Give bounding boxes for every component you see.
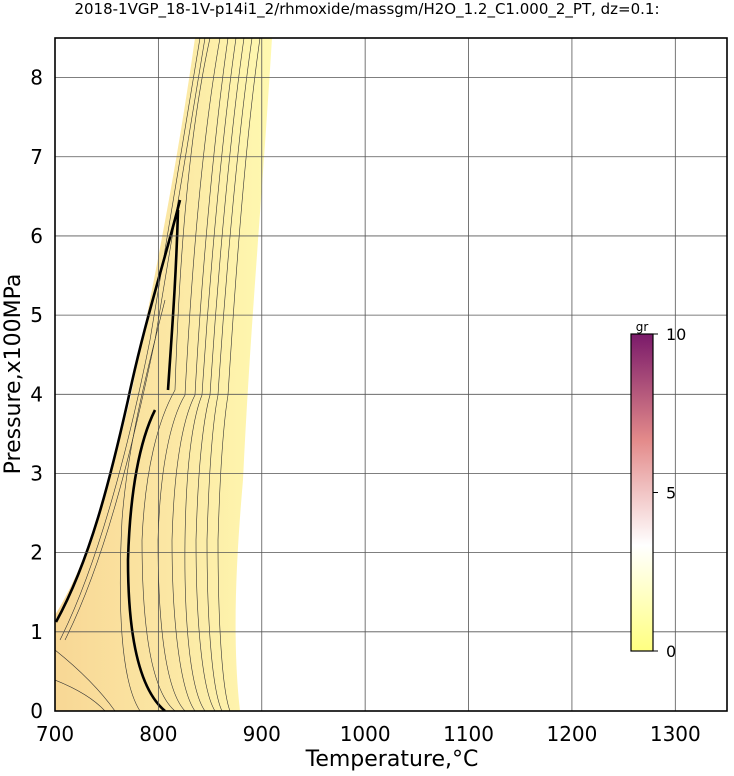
x-tick-label: 1200	[546, 722, 597, 746]
y-tick-label: 6	[30, 224, 43, 248]
colorbar-tick-label: 0	[666, 642, 676, 661]
x-tick-label: 900	[243, 722, 281, 746]
colorbar-tick-label: 5	[666, 484, 676, 503]
plot-frame	[54, 37, 728, 712]
colorbar-tick-label: 10	[666, 325, 686, 344]
x-tick-label: 1300	[650, 722, 701, 746]
y-axis-label: Pressure,x100MPa	[1, 274, 26, 475]
y-tick-label: 2	[30, 541, 43, 565]
colorbar	[630, 333, 654, 652]
y-tick-label: 5	[30, 303, 43, 327]
y-tick-label: 0	[30, 699, 43, 723]
y-tick-label: 3	[30, 461, 43, 485]
y-tick-label: 1	[30, 620, 43, 644]
chart-title: 2018-1VGP_18-1V-p14i1_2/rhmoxide/massgm/…	[74, 0, 659, 19]
y-tick-label: 4	[30, 382, 43, 406]
x-axis-label: Temperature,°C	[305, 747, 479, 772]
x-tick-label: 700	[36, 722, 74, 746]
x-tick-label: 1000	[340, 722, 391, 746]
contour-field	[55, 38, 272, 711]
y-tick-label: 8	[30, 66, 43, 90]
x-tick-label: 800	[139, 722, 177, 746]
x-tick-label: 1100	[443, 722, 494, 746]
y-tick-label: 7	[30, 145, 43, 169]
colorbar-label: gr	[636, 320, 649, 334]
